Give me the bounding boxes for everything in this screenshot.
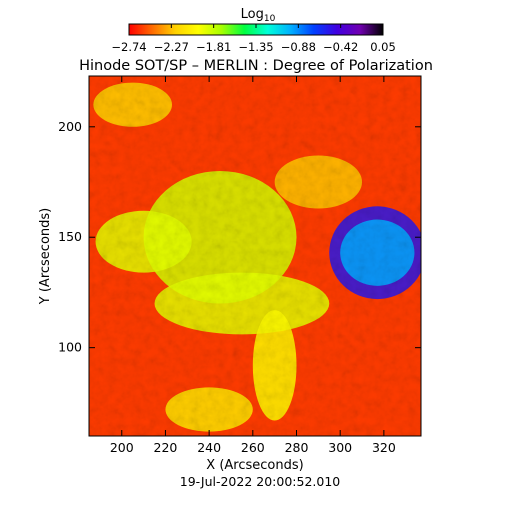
y-axis-ticks: 100 150 200: [58, 119, 421, 355]
chart-title: Hinode SOT/SP – MERLIN : Degree of Polar…: [79, 58, 433, 74]
colorbar-tick-label: −2.74: [111, 40, 146, 54]
y-tick-label: 200: [58, 119, 82, 134]
x-tick-label: 320: [372, 440, 396, 455]
x-tick-label: 260: [241, 440, 265, 455]
plot-frame: [88, 75, 422, 437]
colorbar-tick-label: −2.27: [154, 40, 189, 54]
colorbar-title: Log10: [241, 7, 276, 24]
colorbar-ticks: −2.74 −2.27 −1.81 −1.35 −0.88 −0.42 0.05: [111, 24, 396, 54]
y-tick-label: 100: [58, 340, 82, 355]
y-axis-label: Y (Arcseconds): [38, 208, 53, 305]
y-tick-label: 150: [58, 229, 82, 244]
colorbar-tick-label: −0.88: [281, 40, 316, 54]
heatmap-noise: [89, 76, 421, 436]
x-axis-ticks: 200 220 240 260 280 300 320: [110, 76, 396, 455]
colorbar-tick-label: −0.42: [323, 40, 358, 54]
x-tick-label: 220: [154, 440, 178, 455]
timestamp: 19-Jul-2022 20:00:52.010: [180, 474, 341, 489]
x-tick-label: 300: [328, 440, 352, 455]
colorbar-tick-label: −1.81: [196, 40, 231, 54]
colorbar: Log10 −2.74 −2.27 −1.81 −1.35 −0.88 −0.42 0.05: [111, 7, 395, 54]
heatmap-plot: 200 220 240 260 280 300 320 100 150 200: [58, 75, 422, 455]
x-tick-label: 280: [285, 440, 309, 455]
x-tick-label: 200: [110, 440, 134, 455]
colorbar-tick-label: 0.05: [370, 40, 396, 54]
x-axis-label: X (Arcseconds): [206, 458, 303, 473]
colorbar-tick-label: −1.35: [238, 40, 273, 54]
x-tick-label: 240: [197, 440, 221, 455]
